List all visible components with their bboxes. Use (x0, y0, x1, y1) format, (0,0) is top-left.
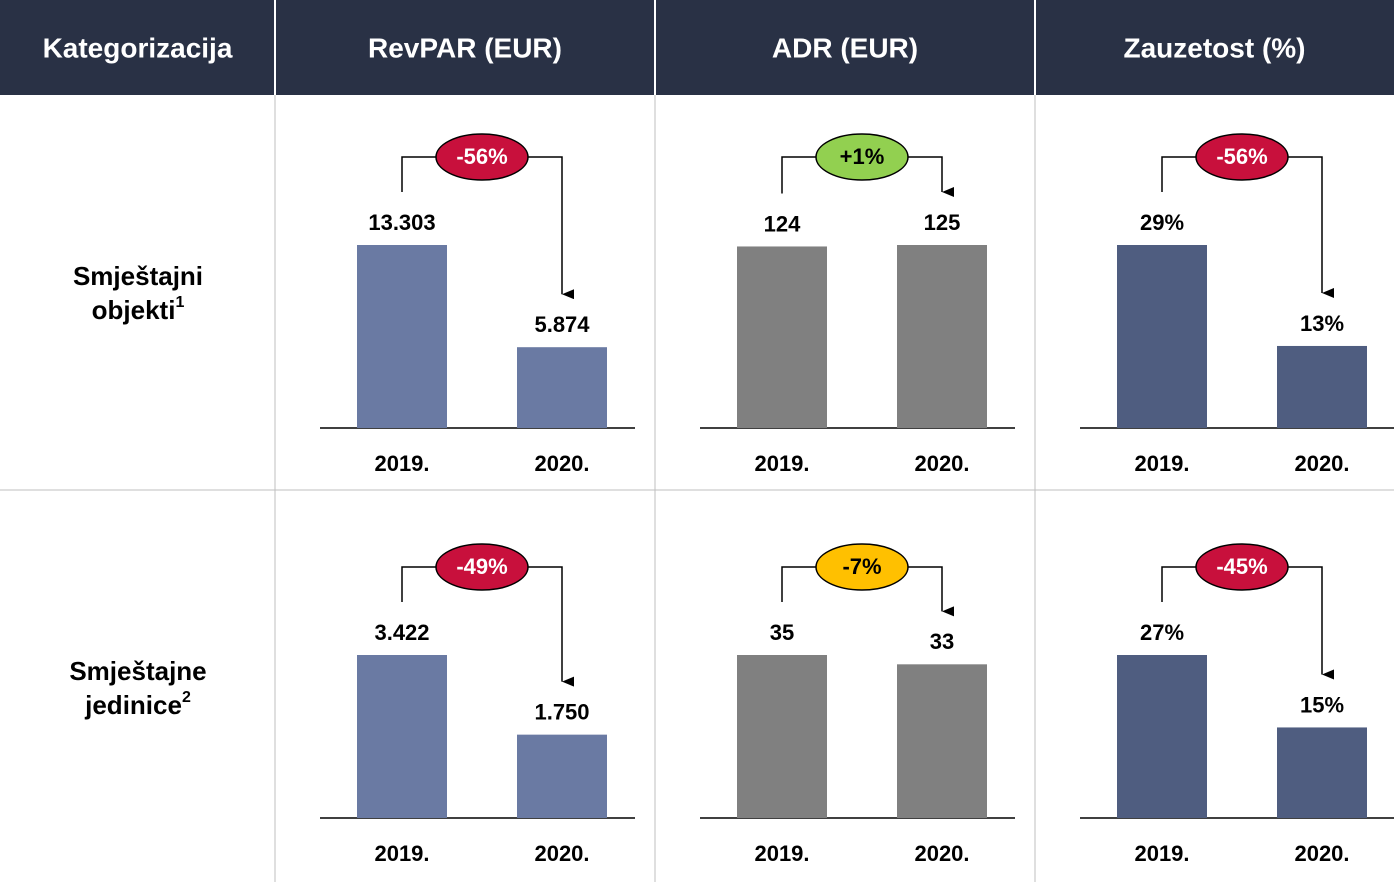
change-label: -49% (456, 554, 507, 579)
bar (517, 347, 607, 428)
x-tick-label: 2020. (1294, 841, 1349, 866)
data-label: 3.422 (374, 620, 429, 645)
data-label: 125 (924, 210, 961, 235)
header-cell: Kategorizacija (43, 32, 233, 63)
bar (357, 245, 447, 428)
data-label: 13% (1300, 311, 1344, 336)
data-label: 124 (764, 211, 801, 236)
header-cell: RevPAR (EUR) (368, 32, 562, 63)
change-label: +1% (840, 144, 885, 169)
x-tick-label: 2020. (914, 451, 969, 476)
data-label: 1.750 (534, 699, 589, 724)
change-label: -45% (1216, 554, 1267, 579)
change-label: -7% (842, 554, 881, 579)
data-label: 35 (770, 620, 794, 645)
data-label: 33 (930, 629, 954, 654)
x-tick-label: 2020. (914, 841, 969, 866)
x-tick-label: 2019. (1134, 451, 1189, 476)
bar (1117, 655, 1207, 818)
row-label-text: Smještajni (73, 261, 203, 291)
bar (897, 245, 987, 428)
x-tick-label: 2019. (1134, 841, 1189, 866)
change-badge (1195, 133, 1289, 181)
bar (737, 246, 827, 428)
change-badge (815, 543, 909, 591)
row-label: objekti1 (92, 294, 185, 325)
data-label: 27% (1140, 620, 1184, 645)
x-tick-label: 2020. (534, 451, 589, 476)
row-label-text: jedinice (84, 690, 182, 720)
data-label: 29% (1140, 210, 1184, 235)
row-label: Smještajni (73, 261, 203, 291)
bar (517, 734, 607, 818)
row-label: Smještajne (69, 656, 206, 686)
bar (1277, 727, 1367, 818)
x-tick-label: 2019. (754, 841, 809, 866)
x-tick-label: 2019. (754, 451, 809, 476)
change-badge (435, 133, 529, 181)
header-bg (0, 0, 1394, 95)
data-label: 13.303 (368, 210, 435, 235)
x-tick-label: 2020. (534, 841, 589, 866)
bar (1117, 245, 1207, 428)
change-label: -56% (1216, 144, 1267, 169)
header-cell: ADR (EUR) (772, 32, 918, 63)
x-tick-label: 2019. (374, 841, 429, 866)
bar (737, 655, 827, 818)
x-tick-label: 2019. (374, 451, 429, 476)
bar (357, 655, 447, 818)
bar (897, 664, 987, 818)
footnote-mark: 1 (175, 294, 184, 311)
footnote-mark: 2 (182, 689, 191, 706)
change-label: -56% (456, 144, 507, 169)
bar (1277, 345, 1367, 428)
header-cell: Zauzetost (%) (1124, 32, 1306, 63)
change-badge (1195, 543, 1289, 591)
row-label-text: objekti (92, 295, 176, 325)
change-badge (815, 133, 909, 181)
x-tick-label: 2020. (1294, 451, 1349, 476)
row-label-text: Smještajne (69, 656, 206, 686)
change-badge (435, 543, 529, 591)
row-label: jedinice2 (84, 689, 191, 720)
data-label: 15% (1300, 692, 1344, 717)
data-label: 5.874 (534, 312, 590, 337)
